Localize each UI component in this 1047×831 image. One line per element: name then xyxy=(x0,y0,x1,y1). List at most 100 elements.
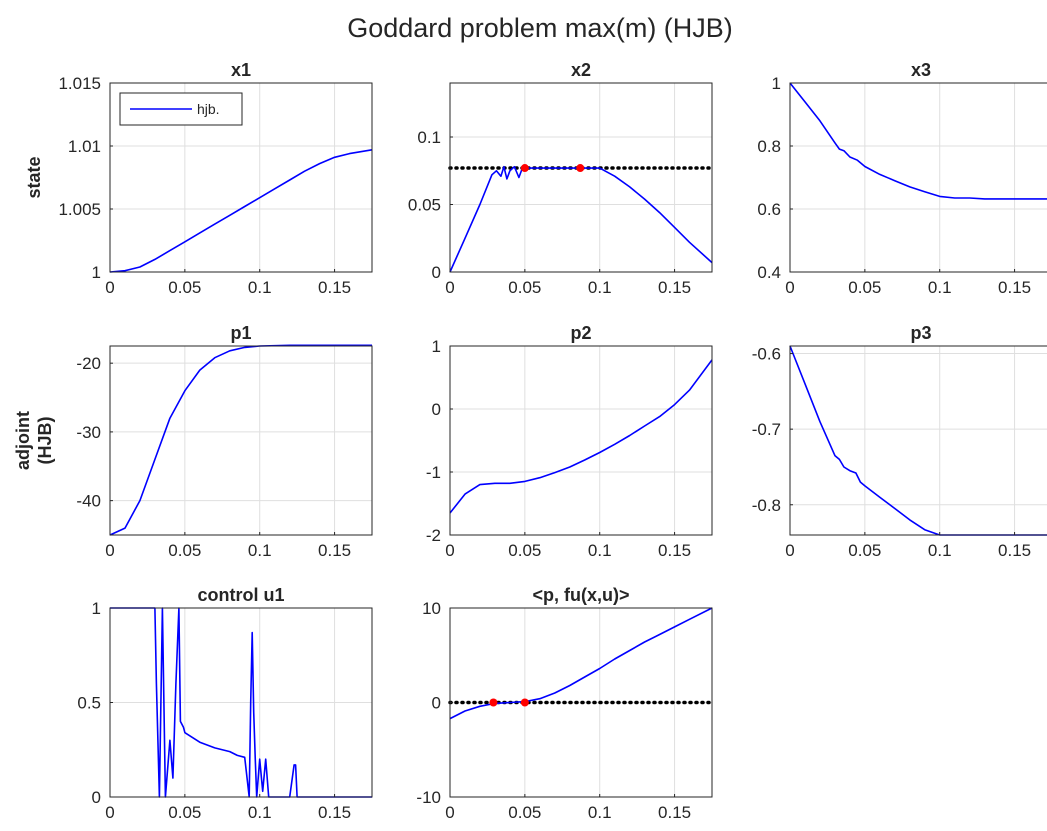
y-tick-label: 0 xyxy=(432,400,441,419)
legend: hjb. xyxy=(119,92,243,126)
y-tick-label: 0.4 xyxy=(757,263,781,282)
subplot-4: 0 0.05 0.1 0.15 -40 -30 -20 p1 xyxy=(76,323,373,560)
y-tick-label: 1 xyxy=(432,337,441,356)
x-tick-label: 0.05 xyxy=(168,541,201,560)
x-tick-label: 0.05 xyxy=(508,278,541,297)
axes-box xyxy=(449,345,713,536)
x-tick-label: 0 xyxy=(105,541,114,560)
row-label: adjoint xyxy=(13,411,33,470)
series-line xyxy=(789,82,1047,200)
x-tick-label: 0.05 xyxy=(508,803,541,822)
legend-label: hjb. xyxy=(197,101,220,117)
subplot-title: x2 xyxy=(571,60,591,80)
x-tick-label: 0.1 xyxy=(248,278,272,297)
y-tick-label: -30 xyxy=(76,423,101,442)
x-tick-label: 0 xyxy=(445,803,454,822)
series-line xyxy=(109,149,373,273)
x-tick-label: 0.15 xyxy=(318,541,351,560)
y-tick-label: 0 xyxy=(432,263,441,282)
marker-point xyxy=(520,698,529,707)
x-tick-label: 0.15 xyxy=(658,541,691,560)
y-tick-label: 10 xyxy=(422,599,441,618)
axes-box xyxy=(789,82,1047,273)
axes-box xyxy=(109,82,373,273)
figure-title: Goddard problem max(m) (HJB) xyxy=(347,13,733,43)
y-tick-label: 1.015 xyxy=(58,74,101,93)
axes-box xyxy=(789,345,1047,536)
plot-area xyxy=(450,346,712,535)
row-label: state xyxy=(24,156,44,198)
subplot-title: p3 xyxy=(910,323,931,343)
x-tick-label: 0.05 xyxy=(168,278,201,297)
x-tick-label: 0.15 xyxy=(658,803,691,822)
x-tick-label: 0.1 xyxy=(928,541,952,560)
subplot-3: 0 0.05 0.1 0.15 0.4 0.6 0.8 1 x3 xyxy=(757,60,1047,297)
x-tick-label: 0.05 xyxy=(848,278,881,297)
subplot-5: 0 0.05 0.1 0.15 -2 -1 0 1 p2 xyxy=(426,323,713,560)
x-tick-label: 0.1 xyxy=(248,803,272,822)
subplot-title: <p, fu(x,u)> xyxy=(532,585,629,605)
marker-point xyxy=(576,164,585,173)
x-tick-label: 0.15 xyxy=(998,541,1031,560)
marker-point xyxy=(489,698,498,707)
marker-point xyxy=(520,164,529,173)
y-tick-label: 1 xyxy=(772,74,781,93)
plot-area xyxy=(790,346,1047,535)
plot-area xyxy=(790,83,1047,272)
y-tick-label: 0.6 xyxy=(757,200,781,219)
x-tick-label: 0.15 xyxy=(998,278,1031,297)
subplot-title: x3 xyxy=(911,60,931,80)
y-tick-label: -0.6 xyxy=(752,345,781,364)
y-tick-label: -1 xyxy=(426,463,441,482)
x-tick-label: 0 xyxy=(785,541,794,560)
subplot-title: p2 xyxy=(570,323,591,343)
subplots: 0 0.05 0.1 0.15 1 1.005 1.01 1.015 x1 hjb. 0 0.05 0.… xyxy=(58,60,1047,822)
y-tick-label: -20 xyxy=(76,354,101,373)
y-tick-label: -2 xyxy=(426,526,441,545)
y-tick-label: 0.5 xyxy=(77,694,101,713)
x-tick-label: 0.1 xyxy=(248,541,272,560)
subplot-title: control u1 xyxy=(197,585,284,605)
x-tick-label: 0.1 xyxy=(588,278,612,297)
y-tick-label: -0.8 xyxy=(752,496,781,515)
series-line xyxy=(449,359,713,514)
x-tick-label: 0.15 xyxy=(318,803,351,822)
y-tick-label: 1 xyxy=(92,599,101,618)
plot-area xyxy=(110,346,372,535)
x-tick-label: 0.05 xyxy=(508,541,541,560)
x-tick-label: 0.05 xyxy=(848,541,881,560)
y-tick-label: 0 xyxy=(92,788,101,807)
subplot-6: 0 0.05 0.1 0.15 -0.8 -0.7 -0.6 p3 xyxy=(752,323,1047,560)
row-label: (HJB) xyxy=(35,416,55,464)
x-tick-label: 0 xyxy=(445,541,454,560)
y-tick-label: 1.01 xyxy=(68,137,101,156)
plot-area xyxy=(450,83,712,272)
y-tick-label: -0.7 xyxy=(752,420,781,439)
row-labels: state adjoint (HJB) xyxy=(13,156,55,470)
series-line xyxy=(110,607,372,798)
axes-box xyxy=(109,345,373,536)
x-tick-label: 0.15 xyxy=(318,278,351,297)
y-tick-label: 0 xyxy=(432,694,441,713)
x-tick-label: 0.05 xyxy=(168,803,201,822)
subplot-title: x1 xyxy=(231,60,251,80)
y-tick-label: 0.8 xyxy=(757,137,781,156)
x-tick-label: 0.1 xyxy=(588,803,612,822)
x-tick-label: 0 xyxy=(445,278,454,297)
y-tick-label: -10 xyxy=(416,788,441,807)
y-tick-label: 1 xyxy=(92,263,101,282)
x-tick-label: 0 xyxy=(105,278,114,297)
x-tick-label: 0.15 xyxy=(658,278,691,297)
subplot-1: 0 0.05 0.1 0.15 1 1.005 1.01 1.015 x1 hjb. xyxy=(58,60,373,297)
subplot-7: 0 0.05 0.1 0.15 0 0.5 1 control u1 xyxy=(77,585,373,822)
y-tick-label: 1.005 xyxy=(58,200,101,219)
x-tick-label: 0 xyxy=(785,278,794,297)
x-tick-label: 0.1 xyxy=(588,541,612,560)
subplot-2: 0 0.05 0.1 0.15 0 0.05 0.1 x2 xyxy=(408,60,714,297)
subplot-title: p1 xyxy=(230,323,251,343)
y-tick-label: 0.05 xyxy=(408,196,441,215)
y-tick-label: -40 xyxy=(76,492,101,511)
series-line xyxy=(109,344,372,536)
